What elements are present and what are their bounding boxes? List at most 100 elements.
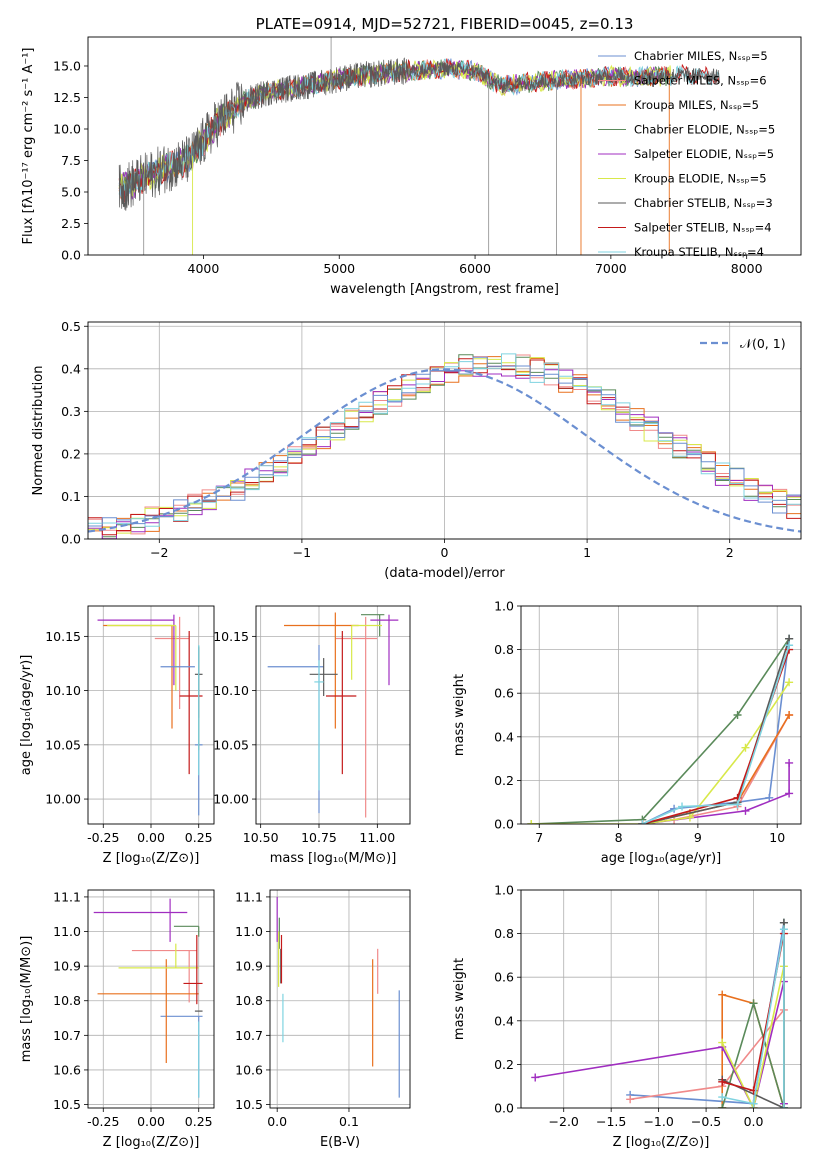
axes-frame <box>269 889 411 1109</box>
x-tick-label: 0.25 <box>185 830 213 845</box>
weight-line-kroupa_stelib <box>642 644 790 824</box>
y-tick-label: 0.2 <box>494 773 514 788</box>
y-tick-label: 0.1 <box>61 489 81 504</box>
weight-marker-kroupa_stelib <box>733 800 742 809</box>
x-axis-label: wavelength [Angstrom, rest frame] <box>330 282 559 297</box>
x-tick-label: 0.0 <box>744 1114 764 1129</box>
plot-area <box>531 918 788 1108</box>
x-tick-label: 0.0 <box>267 1114 287 1129</box>
plot-area <box>276 896 400 1098</box>
x-tick-label: 10.50 <box>243 830 279 845</box>
x-tick-label: −1 <box>293 545 311 560</box>
y-tick-label: 10.7 <box>235 1028 263 1043</box>
legend: Chabrier MILES, Nₛₛₚ=5 Salpeter MILES, Nₛ… <box>598 49 775 259</box>
weight-marker-chabrier_elodie <box>749 999 758 1008</box>
legend-label: Salpeter ELODIE, Nₛₛₚ=5 <box>634 147 774 161</box>
x-tick-label: 0.00 <box>137 1114 165 1129</box>
panel-age_vs_Z: -0.25 0.00 0.25 10.00 10.05 10.10 10.15 Z [log₁… <box>19 605 215 866</box>
panel-residuals: −2 −1 0 1 2 0.0 0.1 0.2 0.3 0.4 0.5 (data-model)/er… <box>31 319 802 581</box>
chart-title: PLATE=0914, MJD=52721, FIBERID=0045, z=0… <box>256 15 634 33</box>
y-tick-label: 0.0 <box>494 1101 514 1116</box>
weight-marker-chabrier_elodie <box>733 711 742 719</box>
y-tick-label: 10.6 <box>235 1062 263 1077</box>
y-tick-label: 10.00 <box>45 792 81 807</box>
weight-line-kroupa_elodie <box>531 681 790 824</box>
x-tick-label: 10.75 <box>301 830 337 845</box>
y-tick-label: 10.8 <box>53 993 81 1008</box>
histogram-salpeter_elodie <box>88 369 801 539</box>
x-axis-label: Z [log₁₀(Z/Z⊙)] <box>103 851 200 866</box>
y-tick-label: 10.5 <box>235 1097 263 1112</box>
x-tick-label: 7 <box>535 830 543 845</box>
weight-marker-kroupa_elodie <box>785 678 794 687</box>
y-tick-label: 0.0 <box>61 248 81 263</box>
x-tick-label: -0.25 <box>87 830 119 845</box>
x-tick-label: 8000 <box>731 261 763 276</box>
y-axis-label: mass weight <box>452 674 467 756</box>
y-tick-label: 10.8 <box>235 993 263 1008</box>
weight-marker-kroupa_stelib <box>638 820 647 824</box>
y-tick-label: 0.0 <box>61 532 81 547</box>
plot-area <box>527 634 794 824</box>
y-tick-label: 10.9 <box>53 959 81 974</box>
panel-weight_vs_Z: −2.0 −1.5 −1.0 −0.5 0.0 0.0 0.2 0.4 0.6 0.8 1.0 Z [… <box>452 883 802 1150</box>
x-axis-label: Z [log₁₀(Z/Z⊙)] <box>103 1135 200 1150</box>
x-tick-label: −1.0 <box>643 1114 673 1129</box>
weight-marker-salpeter_elodie <box>785 758 794 767</box>
y-tick-label: 0.6 <box>494 686 514 701</box>
x-tick-label: 10 <box>769 830 785 845</box>
x-tick-label: 4000 <box>188 261 220 276</box>
x-tick-label: 8 <box>615 830 623 845</box>
histogram-chabrier_miles <box>88 356 801 527</box>
plot-area <box>88 353 801 539</box>
weight-line-chabrier_stelib <box>721 922 785 1108</box>
y-tick-label: 0.8 <box>494 642 514 657</box>
weight-marker-kroupa_elodie <box>685 813 694 822</box>
panel-weight_vs_age: 7 8 9 10 0.0 0.2 0.4 0.6 0.8 1.0 age [log₁₀(age/yr… <box>452 599 802 866</box>
panel-age_vs_mass: 10.50 10.75 11.00 10.00 10.05 10.10 10.15 mass … <box>213 605 411 866</box>
weight-marker-kroupa_elodie <box>718 1038 727 1047</box>
y-axis-label: age [log₁₀(age/yr)] <box>19 655 34 776</box>
legend-label: Chabrier MILES, Nₛₛₚ=5 <box>634 49 768 63</box>
gaussian-curve <box>88 368 801 533</box>
x-axis-label: age [log₁₀(age/yr)] <box>601 851 722 866</box>
y-tick-label: 10.05 <box>213 737 249 752</box>
legend-label: Chabrier ELODIE, Nₛₛₚ=5 <box>634 123 775 137</box>
axes-frame <box>520 889 802 1109</box>
y-tick-label: 0.5 <box>61 319 81 334</box>
y-tick-label: 5.0 <box>61 184 81 199</box>
plot-area <box>118 37 720 255</box>
legend: 𝒩(0, 1) <box>700 336 786 351</box>
x-tick-label: 5000 <box>323 261 355 276</box>
x-tick-label: −0.5 <box>691 1114 721 1129</box>
x-tick-label: 6000 <box>459 261 491 276</box>
x-tick-label: −2 <box>150 545 168 560</box>
y-tick-label: 11.1 <box>235 889 263 904</box>
weight-line-chabrier_elodie <box>531 638 790 824</box>
y-tick-label: 0.4 <box>494 729 514 744</box>
weight-marker-kroupa_elodie <box>741 743 750 752</box>
y-axis-label: Flux [fλ10⁻¹⁷ erg cm⁻² s⁻¹ A⁻¹] <box>21 48 36 245</box>
legend-label: Kroupa ELODIE, Nₛₛₚ=5 <box>634 172 767 186</box>
plot-area <box>97 614 203 816</box>
axes-frame <box>87 321 802 540</box>
x-tick-label: 0.00 <box>137 830 165 845</box>
weight-marker-kroupa_stelib <box>785 641 794 650</box>
x-tick-label: -0.25 <box>87 1114 119 1129</box>
weight-marker-kroupa_stelib <box>749 1099 758 1108</box>
weight-marker-kroupa_stelib <box>779 1104 788 1108</box>
panel-spectrum: 4000 5000 6000 7000 8000 0.0 2.5 5.0 7.5 10.0 12.5… <box>21 15 802 297</box>
y-tick-label: 0.8 <box>494 926 514 941</box>
legend-label: Kroupa STELIB, Nₛₛₚ=4 <box>634 245 764 259</box>
x-tick-label: 7000 <box>595 261 627 276</box>
x-tick-label: 0 <box>441 545 449 560</box>
y-tick-label: 0.3 <box>61 404 81 419</box>
y-tick-label: 10.00 <box>213 792 249 807</box>
y-tick-label: 0.6 <box>494 970 514 985</box>
plot-area <box>267 612 399 818</box>
y-tick-label: 10.15 <box>213 629 249 644</box>
weight-marker-salpeter_elodie <box>741 806 750 815</box>
y-tick-label: 10.10 <box>213 683 249 698</box>
legend-label: Chabrier STELIB, Nₛₛₚ=3 <box>634 196 773 210</box>
